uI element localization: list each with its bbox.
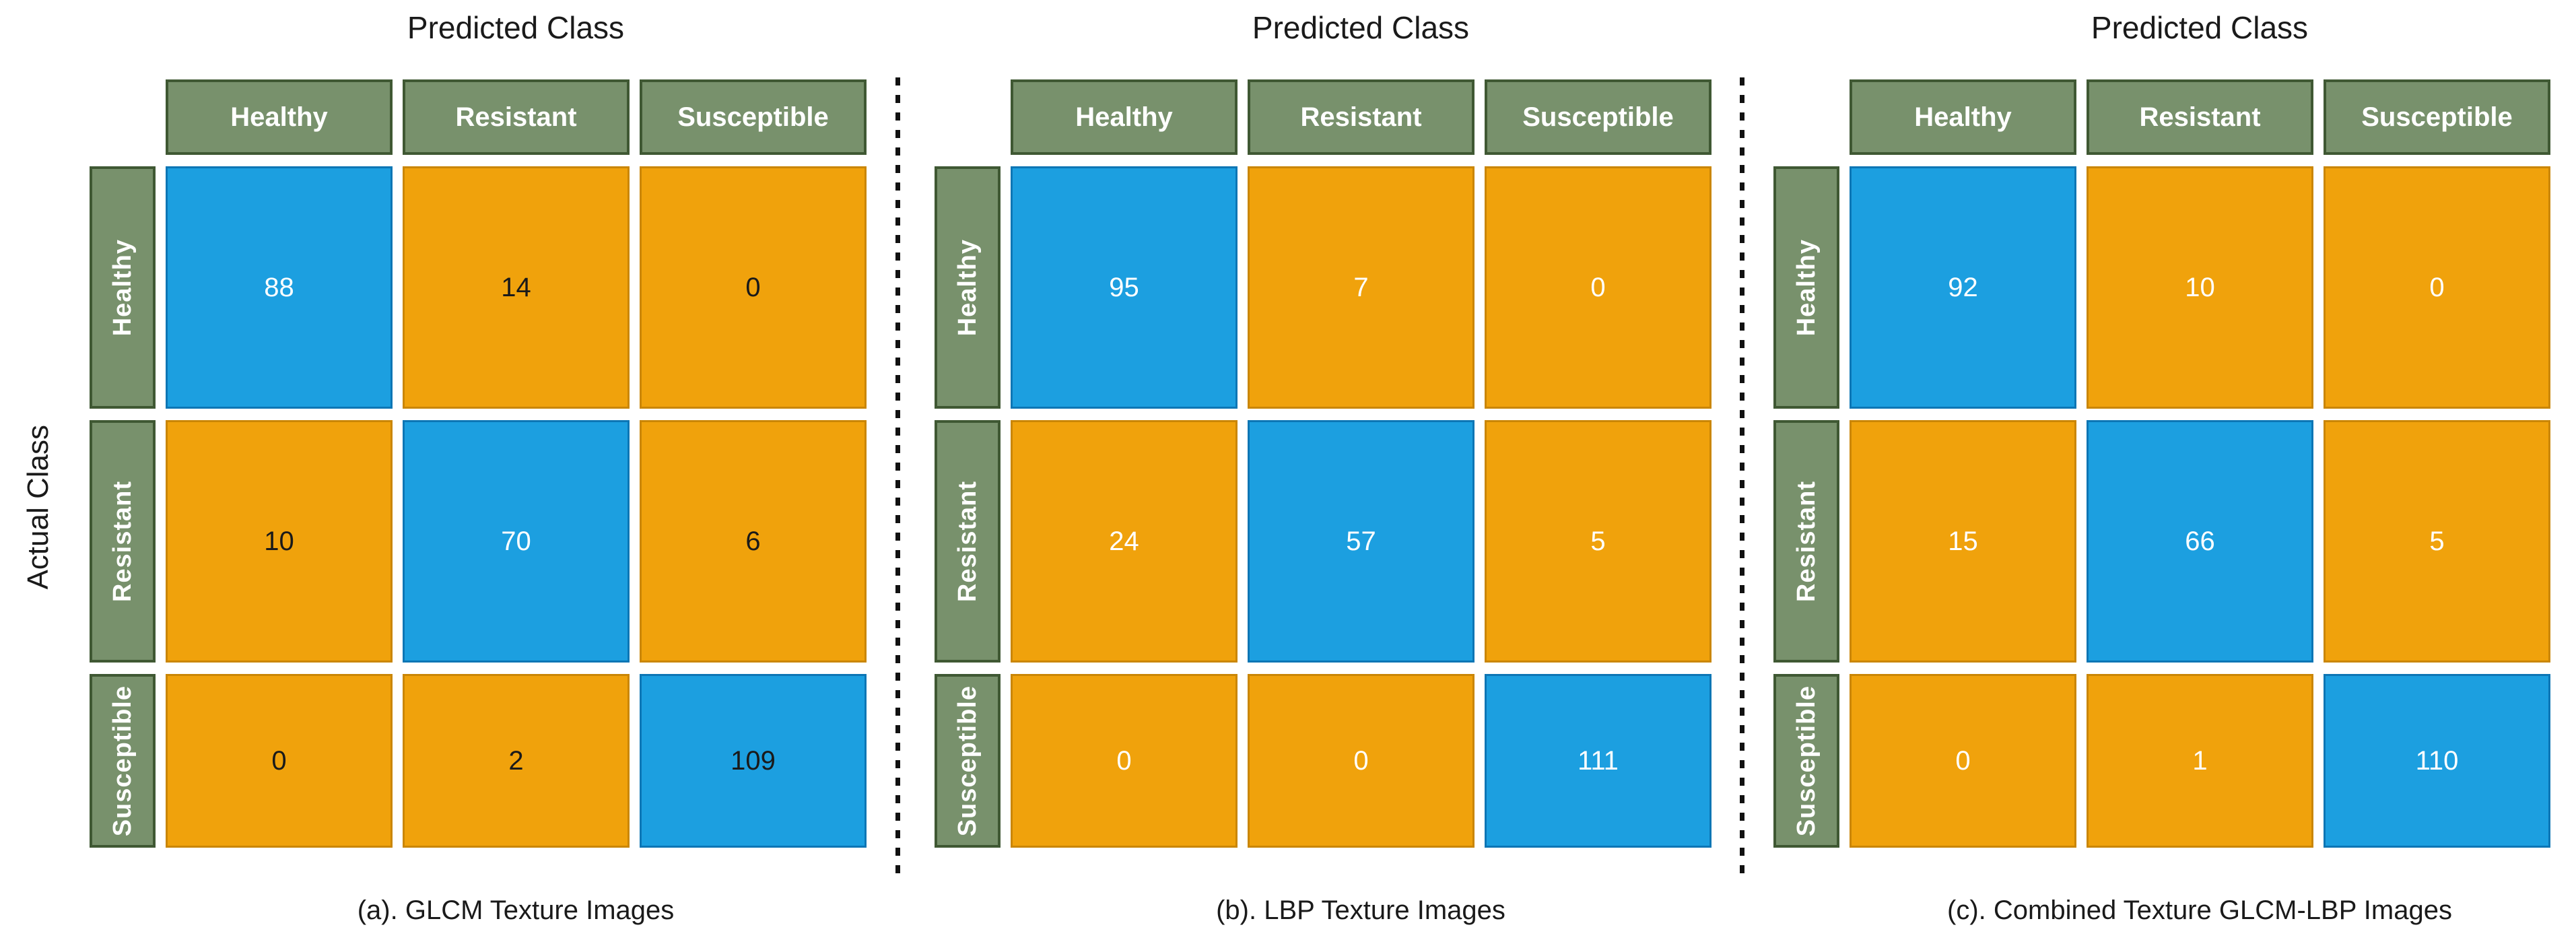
matrix-cell-b-susceptible-healthy: 0 [1011,674,1238,848]
matrix-cell-c-healthy-susceptible: 0 [2324,166,2550,409]
corner-spacer [935,79,1001,155]
predicted-class-label-a: Predicted Class [407,10,625,45]
row-header-healthy-text-a: Healthy [108,238,137,337]
row-header-susceptible-b: Susceptible [935,674,1001,848]
matrix-cell-a-susceptible-resistant: 2 [403,674,630,848]
matrix-cell-c-resistant-healthy: 15 [1850,420,2076,663]
matrix-cell-b-healthy-healthy: 95 [1011,166,1238,409]
col-header-susceptible-b: Susceptible [1485,79,1711,155]
matrix-cell-b-susceptible-resistant: 0 [1248,674,1475,848]
confusion-matrix-panel-b: Healthy Resistant Susceptible Healthy 95… [935,79,1711,848]
matrix-cell-b-resistant-susceptible: 5 [1485,420,1711,663]
matrix-cell-a-susceptible-healthy: 0 [166,674,393,848]
row-header-healthy-text-c: Healthy [1792,238,1821,337]
predicted-class-label-b: Predicted Class [1252,10,1470,45]
row-header-healthy-c: Healthy [1773,166,1839,409]
row-header-resistant-text-a: Resistant [108,480,137,603]
matrix-cell-b-healthy-susceptible: 0 [1485,166,1711,409]
matrix-cell-b-healthy-resistant: 7 [1248,166,1475,409]
row-header-resistant-a: Resistant [90,420,156,663]
actual-class-text: Actual Class [22,424,55,590]
matrix-cell-b-resistant-healthy: 24 [1011,420,1238,663]
row-header-healthy-text-b: Healthy [953,238,982,337]
row-header-susceptible-text-c: Susceptible [1792,685,1821,837]
matrix-cell-c-healthy-resistant: 10 [2087,166,2313,409]
matrix-cell-a-healthy-healthy: 88 [166,166,393,409]
matrix-cell-a-resistant-susceptible: 6 [640,420,867,663]
matrix-cell-c-susceptible-resistant: 1 [2087,674,2313,848]
row-header-susceptible-text-a: Susceptible [108,685,137,837]
matrix-cell-c-resistant-resistant: 66 [2087,420,2313,663]
row-header-susceptible-a: Susceptible [90,674,156,848]
matrix-cell-a-healthy-susceptible: 0 [640,166,867,409]
row-header-susceptible-c: Susceptible [1773,674,1839,848]
confusion-matrix-panel-a: Healthy Resistant Susceptible Healthy 88… [90,79,867,848]
col-header-susceptible-c: Susceptible [2324,79,2550,155]
row-header-healthy-b: Healthy [935,166,1001,409]
row-header-resistant-text-c: Resistant [1792,480,1821,603]
matrix-cell-b-susceptible-susceptible: 111 [1485,674,1711,848]
matrix-cell-a-resistant-healthy: 10 [166,420,393,663]
matrix-cell-b-resistant-resistant: 57 [1248,420,1475,663]
matrix-cell-c-resistant-susceptible: 5 [2324,420,2550,663]
row-header-resistant-b: Resistant [935,420,1001,663]
panel-divider-2 [1740,77,1744,877]
matrix-cell-a-resistant-resistant: 70 [403,420,630,663]
col-header-resistant-a: Resistant [403,79,630,155]
col-header-healthy-b: Healthy [1011,79,1238,155]
panel-caption-b: (b). LBP Texture Images [1216,895,1505,925]
actual-class-axis-label: Actual Class [8,166,69,848]
row-header-healthy-a: Healthy [90,166,156,409]
panel-caption-a: (a). GLCM Texture Images [357,895,675,925]
predicted-class-label-c: Predicted Class [2091,10,2309,45]
row-header-resistant-text-b: Resistant [953,480,982,603]
panel-divider-1 [895,77,900,877]
matrix-cell-a-susceptible-susceptible: 109 [640,674,867,848]
matrix-cell-c-healthy-healthy: 92 [1850,166,2076,409]
col-header-resistant-c: Resistant [2087,79,2313,155]
panel-caption-c: (c). Combined Texture GLCM-LBP Images [1947,895,2452,925]
matrix-cell-a-healthy-resistant: 14 [403,166,630,409]
matrix-cell-c-susceptible-healthy: 0 [1850,674,2076,848]
col-header-healthy-a: Healthy [166,79,393,155]
corner-spacer [1773,79,1839,155]
row-header-resistant-c: Resistant [1773,420,1839,663]
col-header-susceptible-a: Susceptible [640,79,867,155]
matrix-cell-c-susceptible-susceptible: 110 [2324,674,2550,848]
col-header-resistant-b: Resistant [1248,79,1475,155]
confusion-matrix-panel-c: Healthy Resistant Susceptible Healthy 92… [1773,79,2550,848]
col-header-healthy-c: Healthy [1850,79,2076,155]
corner-spacer [90,79,156,155]
row-header-susceptible-text-b: Susceptible [953,685,982,837]
